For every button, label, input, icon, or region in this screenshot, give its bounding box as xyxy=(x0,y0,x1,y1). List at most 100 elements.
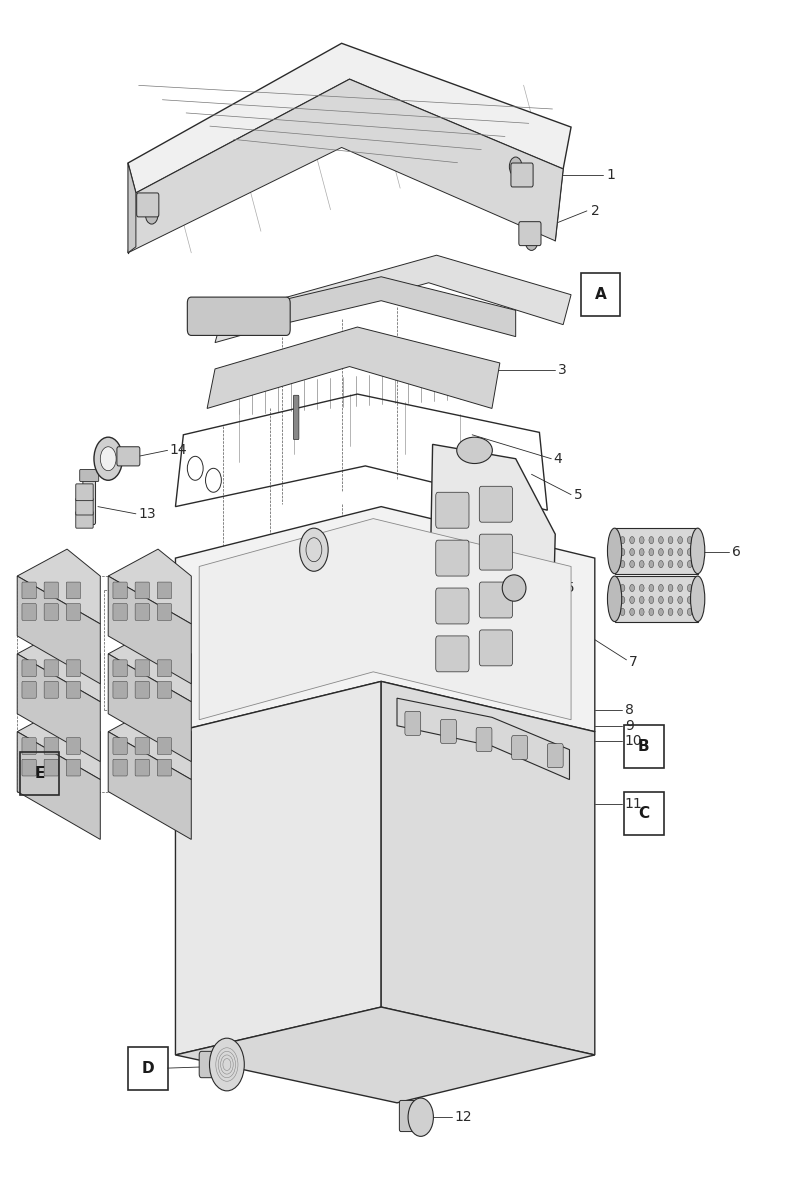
Circle shape xyxy=(630,608,634,616)
Polygon shape xyxy=(17,704,100,780)
FancyBboxPatch shape xyxy=(75,511,93,528)
Circle shape xyxy=(688,536,692,544)
FancyBboxPatch shape xyxy=(157,582,172,599)
FancyBboxPatch shape xyxy=(79,469,98,481)
Circle shape xyxy=(510,157,522,176)
Polygon shape xyxy=(108,732,191,840)
FancyBboxPatch shape xyxy=(22,760,37,776)
FancyBboxPatch shape xyxy=(135,660,149,677)
Text: 11: 11 xyxy=(625,797,642,810)
FancyBboxPatch shape xyxy=(66,660,80,677)
Circle shape xyxy=(658,536,663,544)
FancyBboxPatch shape xyxy=(135,738,149,755)
Polygon shape xyxy=(128,43,571,193)
FancyBboxPatch shape xyxy=(113,604,127,620)
Circle shape xyxy=(688,548,692,556)
Polygon shape xyxy=(175,506,595,732)
Polygon shape xyxy=(381,682,595,1055)
FancyBboxPatch shape xyxy=(511,163,533,187)
Circle shape xyxy=(649,536,653,544)
Text: 10: 10 xyxy=(625,734,642,749)
Text: 2: 2 xyxy=(591,204,599,218)
Text: 7: 7 xyxy=(629,655,638,670)
Polygon shape xyxy=(215,256,571,342)
Ellipse shape xyxy=(503,575,526,601)
Polygon shape xyxy=(17,576,100,684)
Circle shape xyxy=(94,437,122,480)
Text: 9: 9 xyxy=(625,719,634,733)
FancyBboxPatch shape xyxy=(293,395,299,439)
Ellipse shape xyxy=(607,528,622,574)
FancyBboxPatch shape xyxy=(157,682,172,698)
Polygon shape xyxy=(108,626,191,702)
FancyBboxPatch shape xyxy=(547,744,563,768)
FancyBboxPatch shape xyxy=(22,660,37,677)
Circle shape xyxy=(649,608,653,616)
Polygon shape xyxy=(199,518,571,720)
FancyBboxPatch shape xyxy=(187,298,290,336)
FancyBboxPatch shape xyxy=(44,760,58,776)
Circle shape xyxy=(658,584,663,592)
Circle shape xyxy=(678,536,683,544)
Text: D: D xyxy=(141,1061,154,1075)
Circle shape xyxy=(669,536,673,544)
Circle shape xyxy=(620,560,625,568)
FancyBboxPatch shape xyxy=(75,484,93,500)
Circle shape xyxy=(678,608,683,616)
Ellipse shape xyxy=(691,528,705,574)
Circle shape xyxy=(620,536,625,544)
Text: B: B xyxy=(638,738,649,754)
FancyBboxPatch shape xyxy=(441,720,457,743)
FancyBboxPatch shape xyxy=(480,486,512,522)
Circle shape xyxy=(630,560,634,568)
Polygon shape xyxy=(108,550,191,624)
Circle shape xyxy=(100,446,116,470)
Polygon shape xyxy=(108,654,191,762)
Polygon shape xyxy=(128,79,563,253)
Bar xyxy=(20,752,59,796)
Polygon shape xyxy=(17,550,100,624)
Polygon shape xyxy=(615,528,698,574)
Circle shape xyxy=(669,596,673,604)
FancyBboxPatch shape xyxy=(436,492,469,528)
Circle shape xyxy=(639,560,644,568)
FancyBboxPatch shape xyxy=(66,604,80,620)
Text: 12: 12 xyxy=(455,1110,472,1124)
Ellipse shape xyxy=(457,437,492,463)
Ellipse shape xyxy=(607,576,622,622)
Bar xyxy=(128,1046,168,1090)
Circle shape xyxy=(620,584,625,592)
Text: 4: 4 xyxy=(553,451,562,466)
FancyBboxPatch shape xyxy=(22,738,37,755)
Polygon shape xyxy=(175,682,381,1055)
FancyBboxPatch shape xyxy=(66,738,80,755)
FancyBboxPatch shape xyxy=(135,682,149,698)
Bar xyxy=(624,792,664,835)
Circle shape xyxy=(630,548,634,556)
FancyBboxPatch shape xyxy=(44,660,58,677)
Circle shape xyxy=(678,596,683,604)
FancyBboxPatch shape xyxy=(157,604,172,620)
Circle shape xyxy=(649,596,653,604)
Polygon shape xyxy=(108,704,191,780)
FancyBboxPatch shape xyxy=(66,760,80,776)
Circle shape xyxy=(669,548,673,556)
Circle shape xyxy=(658,560,663,568)
Circle shape xyxy=(525,232,538,251)
Text: 12: 12 xyxy=(471,542,488,557)
FancyBboxPatch shape xyxy=(113,682,127,698)
Circle shape xyxy=(630,596,634,604)
FancyBboxPatch shape xyxy=(44,682,58,698)
Circle shape xyxy=(688,560,692,568)
FancyBboxPatch shape xyxy=(518,222,541,246)
Circle shape xyxy=(639,548,644,556)
FancyBboxPatch shape xyxy=(135,582,149,599)
Text: 14: 14 xyxy=(170,443,187,457)
Circle shape xyxy=(639,596,644,604)
FancyBboxPatch shape xyxy=(157,738,172,755)
FancyBboxPatch shape xyxy=(436,540,469,576)
FancyBboxPatch shape xyxy=(44,738,58,755)
Polygon shape xyxy=(430,444,555,684)
Circle shape xyxy=(408,1098,434,1136)
Polygon shape xyxy=(108,576,191,684)
